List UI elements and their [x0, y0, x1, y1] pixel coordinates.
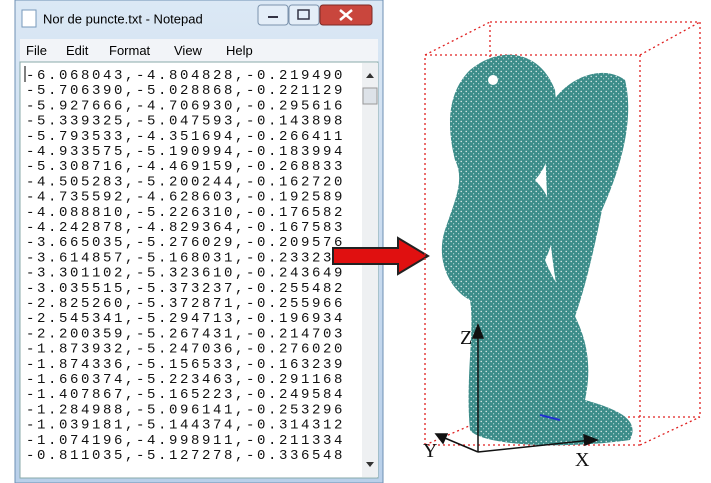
menu-item[interactable]: View — [174, 43, 203, 58]
text-line: -4.735592,-4.628603,-0.192589 — [26, 190, 345, 206]
axis-label-y: Y — [423, 440, 437, 462]
text-line: -2.545341,-5.294713,-0.196934 — [26, 311, 345, 327]
text-line: -5.927666,-4.706930,-0.295616 — [26, 98, 345, 114]
page: Nor de puncte.txt - Notepad File Edit Form… — [0, 0, 711, 483]
text-line: -3.665035,-5.276029,-0.209576 — [26, 235, 345, 251]
text-line: -4.242878,-4.829364,-0.167583 — [26, 220, 345, 236]
menu-item[interactable]: Help — [226, 43, 253, 58]
text-line: -1.284988,-5.096141,-0.253296 — [26, 402, 345, 418]
text-line: -1.039181,-5.144374,-0.314312 — [26, 418, 345, 434]
figure: Nor de puncte.txt - Notepad File Edit Form… — [0, 0, 711, 483]
menu-item[interactable]: Format — [109, 43, 151, 58]
maximize-button[interactable] — [289, 5, 319, 25]
window-title: Nor de puncte.txt - Notepad — [43, 11, 203, 26]
axis-label-z: Z — [460, 327, 472, 349]
text-line: -1.873932,-5.247036,-0.276020 — [26, 342, 345, 358]
minimize-button[interactable] — [258, 5, 288, 25]
text-line: -5.308716,-4.469159,-0.268833 — [26, 159, 345, 175]
text-line: -3.301102,-5.323610,-0.243649 — [26, 266, 345, 282]
text-line: -4.088810,-5.226310,-0.176582 — [26, 205, 345, 221]
text-line: -1.407867,-5.165223,-0.249584 — [26, 387, 345, 403]
axis-label-x: X — [575, 449, 590, 471]
text-line: -3.614857,-5.168031,-0.233231 — [26, 250, 345, 266]
text-line: -0.811035,-5.127278,-0.336548 — [26, 448, 345, 464]
text-line: -4.933575,-5.190994,-0.183994 — [26, 144, 345, 160]
point-cloud — [442, 55, 633, 445]
text-line: -5.706390,-5.028868,-0.221129 — [26, 83, 345, 99]
scroll-thumb[interactable] — [363, 88, 377, 104]
text-line: -1.660374,-5.223463,-0.291168 — [26, 372, 345, 388]
text-line: -1.074196,-4.998911,-0.211334 — [26, 433, 345, 449]
text-line: -2.200359,-5.267431,-0.214703 — [26, 326, 345, 342]
text-line: -2.825260,-5.372871,-0.255966 — [26, 296, 345, 312]
menu-item[interactable]: File — [26, 43, 47, 58]
menu-item[interactable]: Edit — [66, 43, 89, 58]
text-line: -4.505283,-5.200244,-0.162720 — [26, 174, 345, 190]
app-icon — [22, 10, 36, 27]
text-line: -3.035515,-5.373237,-0.255482 — [26, 281, 345, 297]
text-line: -6.068043,-4.804828,-0.219490 — [26, 68, 345, 84]
text-line: -1.874336,-5.156533,-0.163239 — [26, 357, 345, 373]
scrollbar[interactable] — [362, 63, 378, 477]
text-line: -5.339325,-5.047593,-0.143898 — [26, 114, 345, 130]
text-line: -5.793533,-4.351694,-0.266411 — [26, 129, 345, 145]
